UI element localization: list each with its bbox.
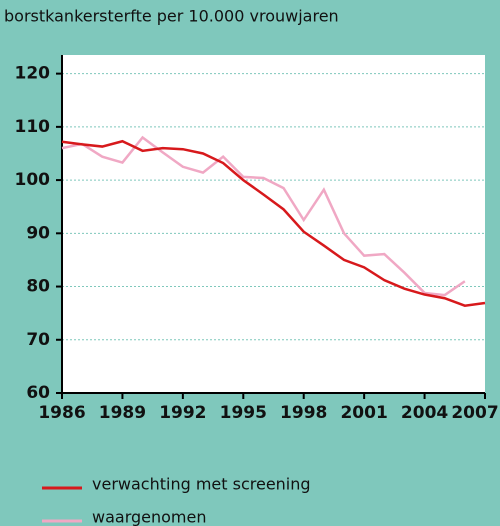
y-tick-label: 80	[26, 277, 50, 297]
x-tick-label: 1992	[159, 403, 206, 423]
series-line	[61, 139, 486, 307]
legend-label: verwachting met screening	[92, 475, 311, 494]
y-tick-label: 90	[26, 223, 50, 243]
y-tick-label: 70	[26, 330, 50, 350]
x-tick-label: 1995	[220, 403, 267, 423]
y-tick-label: 110	[15, 117, 51, 137]
y-tick-label: 120	[15, 64, 51, 84]
series-line	[61, 135, 466, 297]
legend-label: waargenomen	[92, 508, 207, 526]
y-tick-label: 60	[26, 383, 50, 403]
x-tick-label: 2001	[340, 403, 387, 423]
x-tick-label: 1986	[38, 403, 85, 423]
x-tick-label: 1998	[280, 403, 327, 423]
chart-title: borstkankersterfte per 10.000 vrouwjaren	[4, 7, 339, 26]
x-tick-label: 2004	[401, 403, 448, 423]
x-tick-label: 1989	[99, 403, 146, 423]
plot-area	[62, 55, 485, 393]
x-tick-label: 2007	[451, 403, 498, 423]
y-tick-label: 100	[15, 170, 51, 190]
